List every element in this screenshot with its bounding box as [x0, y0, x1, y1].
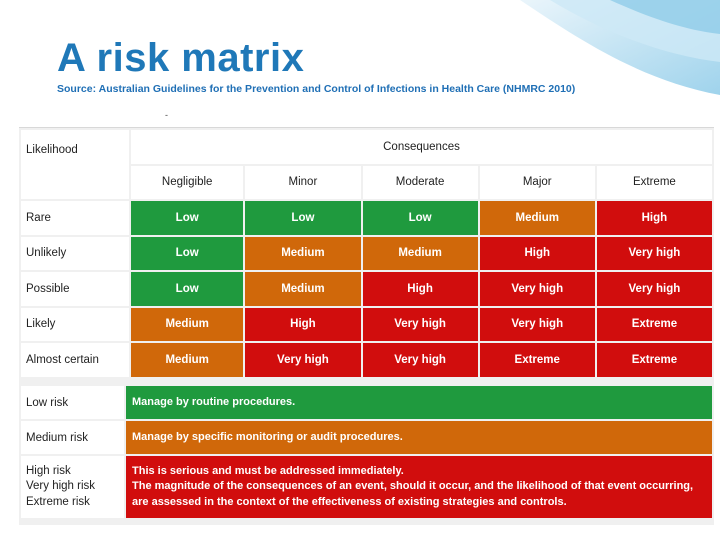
row-label-rare: Rare	[21, 201, 129, 235]
risk-cell: Medium	[362, 236, 478, 270]
matrix-row-rare: Rare Low Low Low Medium High	[21, 201, 712, 235]
stray-dash-mark: -	[165, 110, 168, 120]
matrix-row-almost-certain: Almost certain Medium Very high Very hig…	[21, 343, 712, 377]
consequences-header: Consequences	[131, 130, 712, 164]
page-title: A risk matrix	[57, 36, 305, 80]
risk-cell: Very high	[362, 343, 478, 377]
risk-cell: High	[596, 201, 712, 235]
risk-cell: Extreme	[596, 307, 712, 341]
risk-cell: Very high	[596, 236, 712, 270]
decorative-swoosh-graphic	[520, 0, 720, 95]
column-header-minor: Minor	[245, 165, 361, 199]
risk-matrix-table: Likelihood Consequences Negligible Minor…	[19, 128, 714, 379]
legend-label-low-risk: Low risk	[21, 386, 124, 419]
matrix-row-likely: Likely Medium High Very high Very high E…	[21, 307, 712, 341]
legend-desc-medium-risk: Manage by specific monitoring or audit p…	[126, 421, 712, 454]
legend-row-medium: Medium risk Manage by specific monitorin…	[21, 421, 712, 454]
row-label-unlikely: Unlikely	[21, 236, 129, 270]
risk-cell: Very high	[596, 272, 712, 306]
column-header-moderate: Moderate	[362, 165, 478, 199]
matrix-row-unlikely: Unlikely Low Medium Medium High Very hig…	[21, 236, 712, 270]
risk-cell: Low	[245, 201, 361, 235]
legend-row-high: High risk Very high risk Extreme risk Th…	[21, 456, 712, 518]
risk-cell: High	[479, 236, 595, 270]
row-label-likely: Likely	[21, 307, 129, 341]
row-label-almost-certain: Almost certain	[21, 343, 129, 377]
risk-cell: Very high	[479, 272, 595, 306]
risk-cell: Very high	[245, 343, 361, 377]
legend-label-high-risk: High risk	[26, 464, 71, 477]
risk-cell: High	[245, 307, 361, 341]
legend-desc-high-risk: This is serious and must be addressed im…	[126, 456, 712, 518]
risk-cell: Low	[131, 201, 244, 235]
legend-label-very-high-risk: Very high risk	[26, 480, 96, 493]
consequence-columns-row: Negligible Minor Moderate Major Extreme	[21, 165, 712, 199]
risk-cell: Medium	[245, 236, 361, 270]
legend-label-medium-risk: Medium risk	[21, 421, 124, 454]
column-header-negligible: Negligible	[131, 165, 244, 199]
risk-cell: Medium	[131, 307, 244, 341]
legend-desc-high-line1: This is serious and must be addressed im…	[132, 464, 404, 477]
column-header-extreme: Extreme	[596, 165, 712, 199]
risk-cell: Very high	[479, 307, 595, 341]
legend-desc-high-line2: The magnitude of the consequences of an …	[132, 480, 694, 508]
risk-cell: High	[362, 272, 478, 306]
source-citation: Source: Australian Guidelines for the Pr…	[57, 83, 576, 95]
risk-cell: Low	[131, 272, 244, 306]
column-header-major: Major	[479, 165, 595, 199]
risk-cell: Extreme	[596, 343, 712, 377]
legend-row-low: Low risk Manage by routine procedures.	[21, 386, 712, 419]
risk-cell: Extreme	[479, 343, 595, 377]
likelihood-header: Likelihood	[21, 130, 129, 199]
risk-cell: Low	[362, 201, 478, 235]
risk-cell: Medium	[131, 343, 244, 377]
legend-labels-high-risk: High risk Very high risk Extreme risk	[21, 456, 124, 518]
risk-cell: Low	[131, 236, 244, 270]
matrix-row-possible: Possible Low Medium High Very high Very …	[21, 272, 712, 306]
risk-legend-table: Low risk Manage by routine procedures. M…	[19, 384, 714, 520]
risk-cell: Medium	[245, 272, 361, 306]
risk-cell: Medium	[479, 201, 595, 235]
risk-cell: Very high	[362, 307, 478, 341]
row-label-possible: Possible	[21, 272, 129, 306]
matrix-header-row: Likelihood Consequences	[21, 130, 712, 199]
legend-label-extreme-risk: Extreme risk	[26, 495, 90, 508]
legend-desc-low-risk: Manage by routine procedures.	[126, 386, 712, 419]
